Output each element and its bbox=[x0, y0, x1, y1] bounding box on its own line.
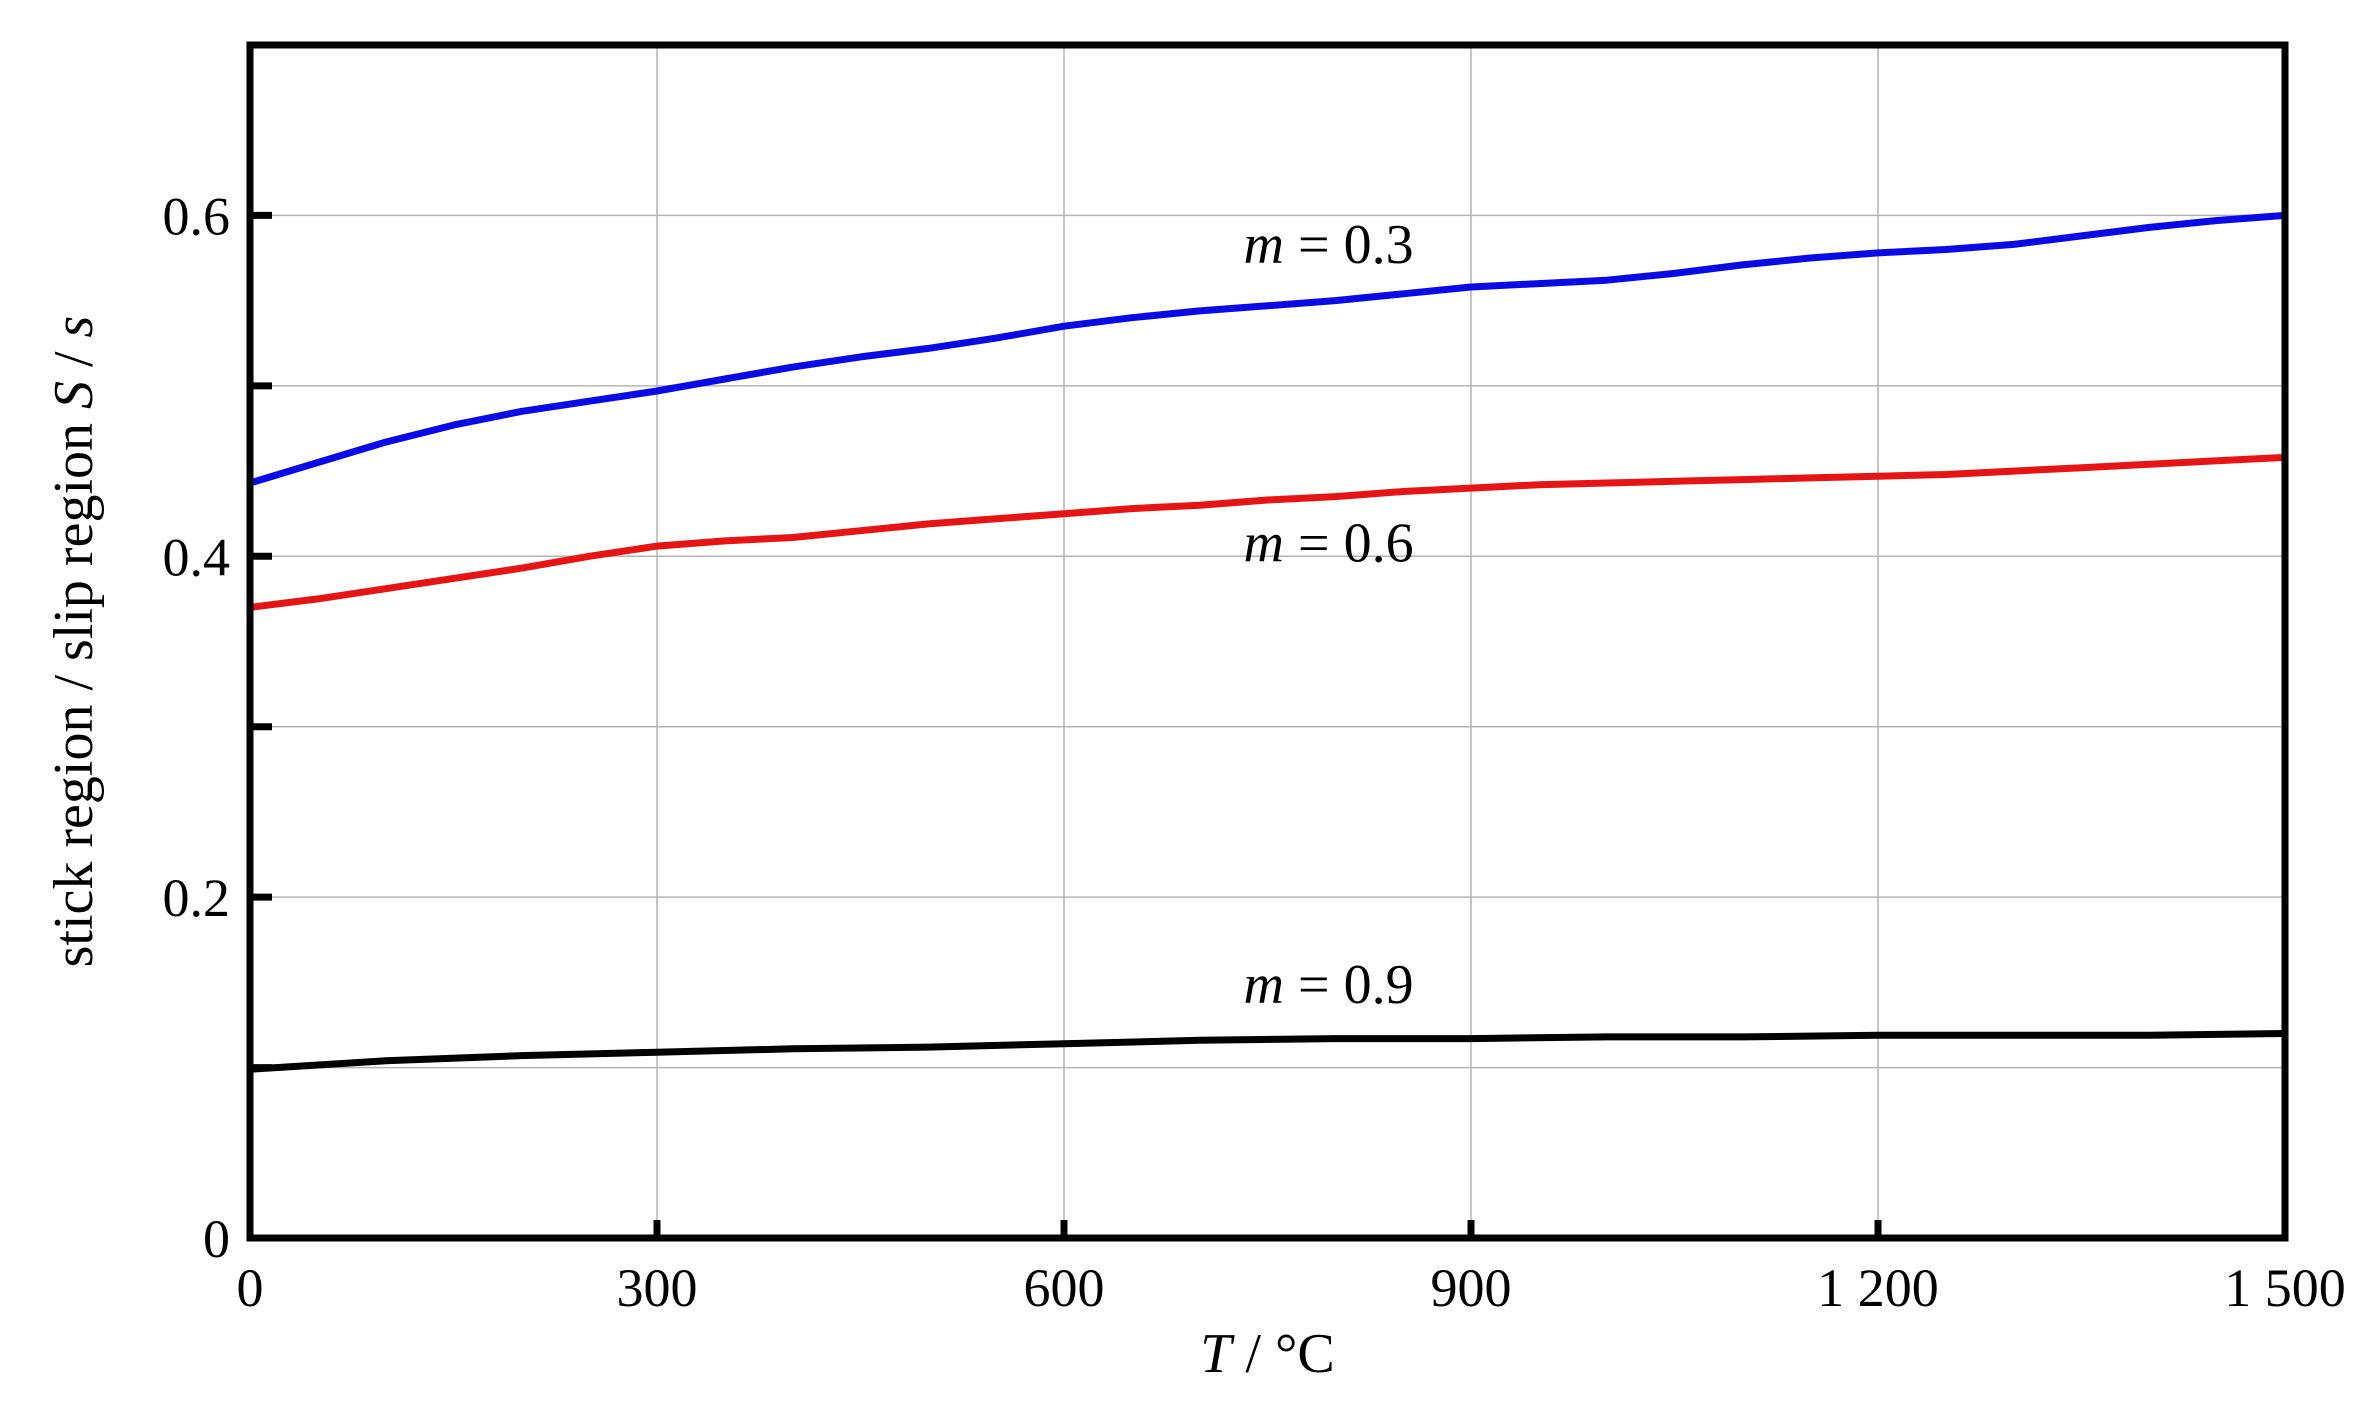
x-axis-sep: / bbox=[1231, 1323, 1275, 1385]
x-tick-label: 300 bbox=[617, 1258, 698, 1318]
y-axis-text: stick region / slip region bbox=[43, 409, 105, 967]
axis-ticks bbox=[250, 211, 1882, 1238]
x-axis-unit: °C bbox=[1275, 1323, 1335, 1385]
y-axis-sep: / bbox=[43, 337, 105, 381]
y-tick-label: 0.4 bbox=[163, 527, 231, 587]
x-tick-label: 600 bbox=[1024, 1258, 1105, 1318]
series-annotation: m = 0.9 bbox=[1244, 954, 1414, 1016]
y-tick-label: 0.6 bbox=[163, 186, 231, 246]
plot-frame bbox=[246, 41, 2289, 1242]
series-annotations: m = 0.3 m = 0.6 m = 0.9 bbox=[1244, 214, 1414, 1016]
tick-labels: 0 300 600 900 1 200 1 500 0 0.2 0.4 0.6 bbox=[163, 186, 2346, 1318]
series-annotation: m = 0.6 bbox=[1244, 512, 1414, 574]
series-annotation: m = 0.3 bbox=[1244, 214, 1414, 276]
y-axis-unit: s bbox=[43, 316, 105, 338]
series-line-1 bbox=[249, 453, 2286, 611]
x-tick-label: 1 500 bbox=[2224, 1258, 2346, 1318]
x-axis-title: T / °C bbox=[1200, 1323, 1334, 1385]
x-tick-label: 0 bbox=[237, 1258, 264, 1318]
series-line-0 bbox=[248, 211, 2286, 487]
series-layer bbox=[248, 211, 2286, 1073]
x-tick-label: 1 200 bbox=[1817, 1258, 1939, 1318]
y-axis-var: S bbox=[43, 381, 105, 409]
y-tick-label: 0 bbox=[203, 1209, 230, 1269]
grid bbox=[250, 45, 2285, 1238]
x-tick-label: 900 bbox=[1431, 1258, 1512, 1318]
y-tick-label: 0.2 bbox=[163, 868, 231, 928]
series-line-2 bbox=[249, 1030, 2286, 1073]
x-axis-var: T bbox=[1200, 1323, 1235, 1385]
y-axis-title: stick region / slip region S / s bbox=[43, 316, 105, 968]
